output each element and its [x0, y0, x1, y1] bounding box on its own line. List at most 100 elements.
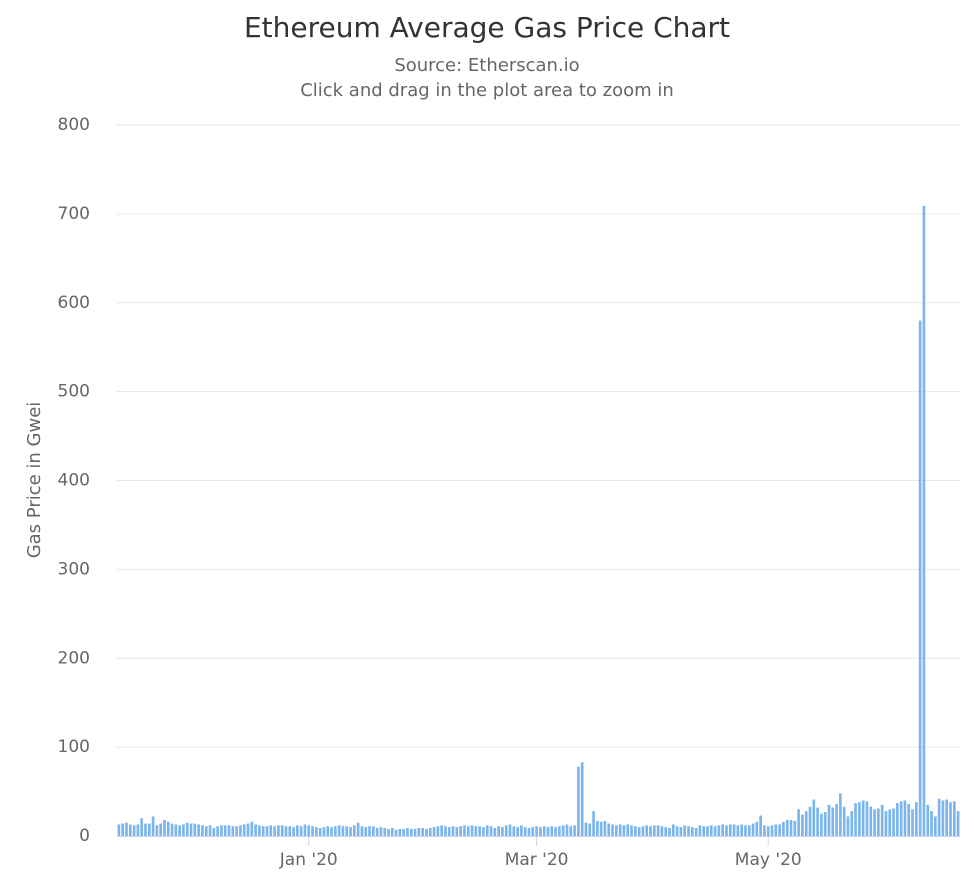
bar	[182, 824, 185, 836]
bar	[789, 820, 793, 836]
bar	[903, 800, 907, 836]
bar	[580, 762, 584, 836]
bar	[599, 821, 603, 836]
bar	[121, 823, 125, 836]
bar	[413, 828, 417, 836]
bar	[277, 825, 280, 836]
bar	[603, 820, 607, 836]
bar	[869, 806, 873, 836]
bar	[763, 825, 766, 836]
bar	[702, 826, 706, 836]
chart-title: Ethereum Average Gas Price Chart	[244, 11, 730, 44]
bar	[565, 824, 569, 836]
bar	[436, 826, 440, 836]
bar	[728, 824, 732, 836]
bar	[797, 809, 800, 836]
bar	[330, 827, 333, 836]
bar	[782, 821, 785, 836]
bar	[258, 825, 261, 836]
bar	[611, 824, 614, 836]
bar	[873, 809, 876, 836]
bar	[634, 826, 637, 836]
bar	[147, 823, 151, 836]
bar	[850, 811, 854, 836]
bar	[596, 820, 599, 836]
bar	[668, 828, 671, 836]
bar	[577, 766, 580, 836]
bar	[174, 824, 178, 836]
bar	[527, 828, 531, 836]
bar	[292, 827, 295, 836]
bar	[132, 825, 136, 836]
bar	[709, 825, 713, 836]
bar	[136, 824, 140, 836]
bar	[675, 826, 679, 836]
bar	[463, 825, 466, 836]
bar	[398, 828, 402, 836]
bar	[801, 814, 804, 836]
bar	[307, 825, 311, 836]
bar	[231, 826, 235, 836]
bar	[713, 826, 717, 836]
bar	[261, 826, 265, 836]
bar	[353, 825, 356, 836]
bar	[482, 827, 485, 836]
bar	[911, 809, 914, 836]
bar	[626, 824, 630, 836]
bar	[447, 827, 451, 836]
bar	[239, 825, 242, 836]
bar	[584, 822, 588, 836]
bar	[478, 826, 481, 836]
bar	[660, 826, 664, 836]
bar	[588, 823, 592, 836]
bar	[315, 827, 318, 836]
bar	[197, 824, 200, 836]
bar	[915, 802, 918, 836]
bar	[421, 828, 425, 836]
bar	[725, 825, 728, 836]
bar	[474, 826, 478, 836]
bar	[823, 812, 827, 836]
bar	[755, 821, 759, 836]
y-tick-label: 0	[79, 826, 90, 846]
bar	[299, 826, 303, 836]
bar	[368, 826, 371, 836]
bar	[326, 826, 330, 836]
bar	[216, 826, 219, 836]
x-tick-label: Mar '20	[505, 850, 569, 870]
bar	[899, 801, 903, 836]
bar	[383, 828, 387, 836]
y-axis-label: Gas Price in Gwei	[24, 402, 45, 559]
bar	[664, 827, 668, 836]
bar	[387, 828, 390, 836]
bar	[747, 825, 751, 836]
bar	[690, 827, 694, 836]
bar	[485, 825, 489, 836]
y-tick-label: 300	[58, 559, 90, 579]
bar	[212, 828, 216, 836]
bar	[831, 807, 835, 836]
bar	[242, 824, 246, 836]
bar	[615, 825, 618, 836]
bar	[694, 828, 698, 836]
bar	[345, 826, 349, 836]
bar	[842, 806, 846, 836]
bar	[451, 826, 455, 836]
bar	[952, 801, 956, 836]
bar	[303, 824, 307, 836]
bar	[652, 825, 656, 836]
bar	[854, 803, 857, 836]
bar	[785, 820, 789, 836]
bar	[223, 825, 227, 836]
bar	[816, 807, 819, 836]
bar	[155, 825, 159, 836]
bar	[630, 825, 633, 836]
bar	[394, 829, 398, 836]
bar	[497, 826, 500, 836]
bar	[280, 825, 284, 836]
bar	[770, 825, 774, 836]
bar	[265, 826, 269, 836]
bar	[542, 826, 546, 836]
bar	[201, 825, 204, 836]
bar	[254, 824, 257, 836]
